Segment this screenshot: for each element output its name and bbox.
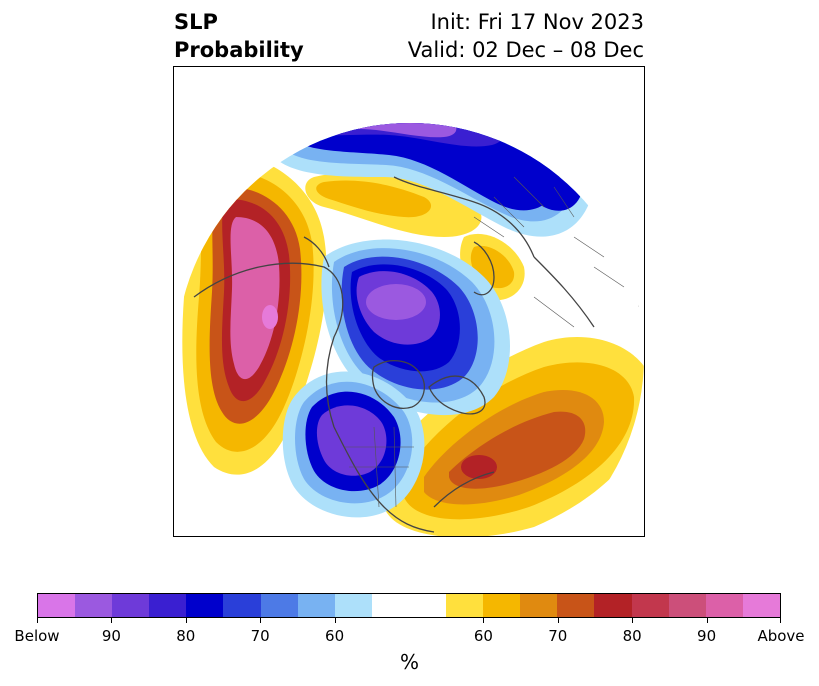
- colorbar-tick-label: 90: [697, 627, 717, 645]
- colorbar-swatch: [446, 594, 484, 617]
- colorbar-tick-label: 60: [473, 627, 493, 645]
- colorbar-ticks: Below 90 80 70 60 60 70 80 90 Above: [14, 618, 805, 645]
- colorbar-swatch: [334, 594, 372, 617]
- valid-range: Valid: 02 Dec – 08 Dec: [407, 38, 644, 62]
- borders: [344, 176, 625, 508]
- colorbar-swatch: [149, 594, 187, 617]
- colorbar-swatch: [75, 594, 113, 617]
- colorbar-tick-label: 80: [622, 627, 642, 645]
- colorbar-unit: %: [399, 650, 419, 674]
- anomaly-region-below: [281, 123, 561, 211]
- map-svg: [176, 123, 644, 536]
- anomaly-region-above: [316, 180, 432, 218]
- colorbar-swatch: [223, 594, 261, 617]
- colorbar-tick-label: 70: [250, 627, 270, 645]
- anomaly-region-below: [316, 405, 387, 476]
- colorbar-tick-mark: [780, 618, 781, 623]
- colorbar-swatch: [408, 594, 447, 617]
- title-product: Probability: [174, 38, 304, 62]
- colorbar-swatch: [38, 594, 76, 617]
- title-right: Init: Fri 17 Nov 2023 Valid: 02 Dec – 08…: [408, 8, 644, 64]
- title-left: SLP Probability: [174, 8, 304, 64]
- colorbar-tick-mark: [37, 618, 38, 623]
- colorbar-swatch: [297, 594, 335, 617]
- colorbar-tick-label: 70: [548, 627, 568, 645]
- colorbar-tick-mark: [334, 618, 336, 623]
- colorbar-tick-mark: [483, 618, 485, 623]
- colorbar-tick-label: 80: [176, 627, 196, 645]
- anomaly-region-above: [230, 217, 280, 380]
- init-date: Init: Fri 17 Nov 2023: [430, 10, 644, 34]
- colorbar-swatch: [483, 594, 521, 617]
- colorbar-swatch: [260, 594, 298, 617]
- colorbar-swatch: [520, 594, 558, 617]
- probability-map: [173, 66, 645, 537]
- colorbar-swatch: [631, 594, 669, 617]
- colorbar-swatch: [668, 594, 706, 617]
- anomaly-region-above: [461, 455, 497, 479]
- colorbar-swatch: [594, 594, 632, 617]
- colorbar: [37, 593, 781, 618]
- colorbar-swatch: [112, 594, 150, 617]
- colorbar-swatch: [705, 594, 743, 617]
- colorbar-tick-mark: [632, 618, 634, 623]
- colorbar-tick-mark: [557, 618, 559, 623]
- colorbar-tick-label: 60: [325, 627, 345, 645]
- colorbar-tick-label: Above: [757, 627, 805, 645]
- colorbar-tick-label: 90: [101, 627, 121, 645]
- colorbar-swatch: [742, 594, 780, 617]
- colorbar-swatch: [371, 594, 409, 617]
- anomaly-region-above: [262, 305, 278, 329]
- title-variable: SLP: [174, 10, 218, 34]
- colorbar-swatch: [557, 594, 595, 617]
- anomaly-region-below: [366, 284, 426, 320]
- colorbar-tick-mark: [111, 618, 113, 623]
- colorbar-tick-mark: [706, 618, 708, 623]
- colorbar-swatch: [186, 594, 224, 617]
- colorbar-tick-mark: [260, 618, 262, 623]
- colorbar-tick-label: Below: [14, 627, 60, 645]
- colorbar-tick-mark: [185, 618, 187, 623]
